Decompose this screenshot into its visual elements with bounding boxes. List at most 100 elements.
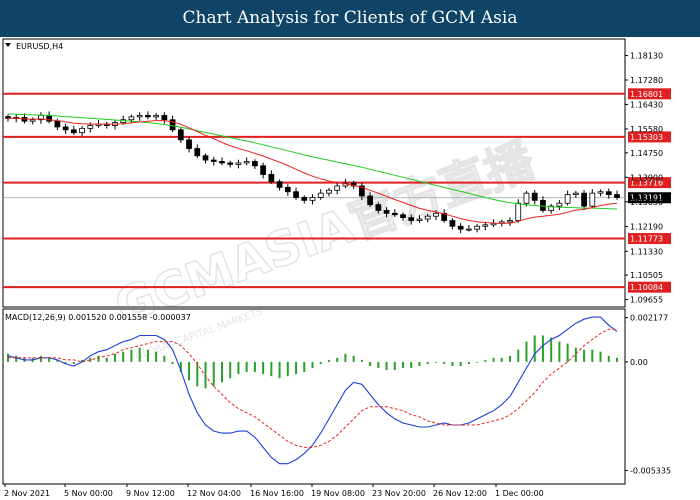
macd-signal-line <box>8 328 617 448</box>
candle-body <box>465 228 472 231</box>
macd-histogram-bar <box>393 361 396 371</box>
candle-body <box>441 212 448 221</box>
candle-body <box>79 127 85 134</box>
x-tick-label: 1 Dec 00:00 <box>495 489 544 498</box>
macd-histogram-bar <box>467 361 470 364</box>
price-chart[interactable]: GCMASIA官方直播 GLOBAL CAPITAL MARKETS 1.168… <box>0 37 700 500</box>
current-price-tag <box>628 192 671 204</box>
candle-body <box>408 217 415 221</box>
y-tick-label: 1.15580 <box>630 125 663 134</box>
level-tag-label: 1.11773 <box>630 235 663 244</box>
macd-histogram-bar <box>81 359 84 362</box>
macd-line <box>7 316 618 465</box>
macd-histogram-bar <box>56 359 59 362</box>
candle-body <box>540 199 546 211</box>
y-tick-label: 1.10505 <box>630 271 663 280</box>
macd-histogram-bar <box>89 357 92 362</box>
macd-histogram-bar <box>410 361 413 369</box>
candle-body <box>433 212 439 217</box>
y-tick-label: 1.09655 <box>630 296 663 305</box>
candle-body <box>268 174 275 183</box>
macd-histogram-bar <box>541 335 544 362</box>
candle-body <box>416 218 423 221</box>
macd-histogram-bar <box>533 335 536 362</box>
candle-body <box>128 116 135 121</box>
macd-histogram-bar <box>220 361 223 383</box>
candle-body <box>29 119 36 122</box>
candle-body <box>177 129 184 141</box>
macd-histogram-bar <box>509 355 512 362</box>
macd-histogram-bar <box>188 361 191 381</box>
candle-body <box>367 195 373 206</box>
level-tag <box>628 233 671 245</box>
macd-histogram-bar <box>278 361 281 379</box>
macd-histogram-bar <box>377 361 380 369</box>
candle-body <box>202 155 209 161</box>
candle-body <box>531 192 538 201</box>
x-tick-label: 19 Nov 08:00 <box>311 489 365 498</box>
macd-histogram-bar <box>138 347 141 362</box>
macd-histogram-bar <box>418 361 421 366</box>
candle-body <box>400 214 406 219</box>
y-tick-label: 1.14750 <box>630 149 663 158</box>
macd-histogram-bar <box>327 359 330 362</box>
macd-histogram-bar <box>204 361 207 389</box>
macd-histogram-bar <box>48 357 51 362</box>
y-tick-label: 1.17280 <box>630 76 663 85</box>
macd-histogram-bar <box>72 361 75 364</box>
y-tick-label: 1.13900 <box>630 173 663 182</box>
macd-histogram-bar <box>451 361 454 366</box>
symbol-label: EURUSD,H4 <box>16 42 63 51</box>
macd-histogram-bar <box>212 361 215 387</box>
y-tick-label: 1.16430 <box>630 100 663 109</box>
macd-histogram-bar <box>369 361 372 366</box>
macd-histogram-bar <box>303 361 306 373</box>
candle-body <box>375 204 382 211</box>
candle-body <box>359 185 365 197</box>
level-tag <box>628 177 671 189</box>
x-tick-label: 2 Nov 2021 <box>4 489 50 498</box>
macd-histogram-bar <box>517 349 520 362</box>
candle-body <box>597 191 604 194</box>
macd-histogram-bar <box>385 361 388 371</box>
macd-y-tick-label: 0.002177 <box>630 314 668 323</box>
candle-body <box>161 115 168 121</box>
candle-body <box>317 192 324 198</box>
macd-histogram-bar <box>229 361 232 379</box>
macd-histogram-bar <box>607 355 610 362</box>
candle-body <box>548 205 555 211</box>
macd-histogram-bar <box>163 355 166 362</box>
candle-body <box>169 119 176 131</box>
candles <box>5 111 620 234</box>
candle-body <box>62 126 69 131</box>
candle-body <box>260 165 266 175</box>
current-price-label: 1.13191 <box>630 194 663 203</box>
candle-body <box>523 192 530 204</box>
candle-body <box>309 197 316 201</box>
candle-body <box>153 115 160 118</box>
macd-histogram-bar <box>64 361 67 364</box>
macd-histogram-bar <box>352 355 355 362</box>
symbol-dropdown-icon[interactable] <box>5 43 11 47</box>
candle-body <box>482 224 489 227</box>
macd-panel-frame <box>2 308 626 485</box>
macd-histogram-bar <box>426 361 429 364</box>
candle-body <box>301 197 308 201</box>
candle-body <box>87 125 94 129</box>
candle-body <box>219 161 225 164</box>
macd-histogram-bar <box>459 361 462 366</box>
ma-green-line <box>7 113 618 210</box>
macd-histogram-bar <box>336 357 339 362</box>
macd-histogram-bar <box>105 357 108 362</box>
x-tick-label: 26 Nov 12:00 <box>433 489 487 498</box>
candle-body <box>235 162 242 165</box>
candle-body <box>136 115 143 118</box>
candle-body <box>515 202 522 221</box>
macd-histogram-bar <box>476 361 479 363</box>
candle-body <box>227 162 234 165</box>
y-tick-label: 1.12190 <box>630 223 663 232</box>
macd-histogram-bar <box>196 361 199 387</box>
y-tick-label: 1.18130 <box>630 52 663 61</box>
candle-body <box>383 210 390 214</box>
level-tag <box>628 131 671 143</box>
